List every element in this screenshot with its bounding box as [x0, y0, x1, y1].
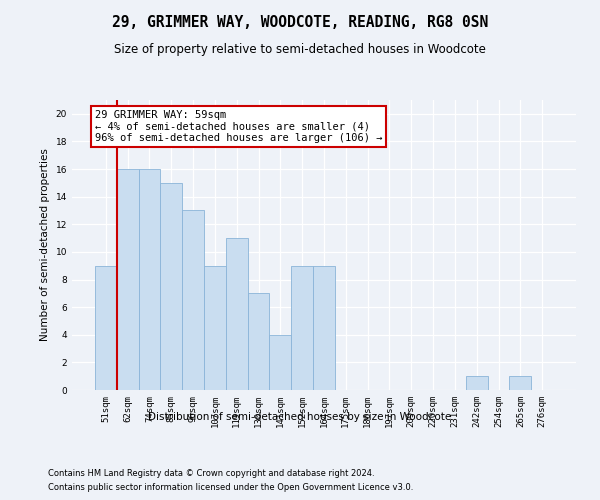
Bar — [226, 238, 248, 390]
Bar — [182, 210, 204, 390]
Text: Distribution of semi-detached houses by size in Woodcote: Distribution of semi-detached houses by … — [148, 412, 452, 422]
Text: Size of property relative to semi-detached houses in Woodcote: Size of property relative to semi-detach… — [114, 42, 486, 56]
Bar — [139, 169, 160, 390]
Bar — [95, 266, 117, 390]
Bar — [269, 335, 291, 390]
Text: Contains public sector information licensed under the Open Government Licence v3: Contains public sector information licen… — [48, 484, 413, 492]
Bar — [509, 376, 531, 390]
Bar — [466, 376, 488, 390]
Bar — [204, 266, 226, 390]
Bar — [248, 294, 269, 390]
Bar — [313, 266, 335, 390]
Bar — [291, 266, 313, 390]
Bar — [160, 183, 182, 390]
Text: 29, GRIMMER WAY, WOODCOTE, READING, RG8 0SN: 29, GRIMMER WAY, WOODCOTE, READING, RG8 … — [112, 15, 488, 30]
Text: 29 GRIMMER WAY: 59sqm
← 4% of semi-detached houses are smaller (4)
96% of semi-d: 29 GRIMMER WAY: 59sqm ← 4% of semi-detac… — [95, 110, 382, 143]
Y-axis label: Number of semi-detached properties: Number of semi-detached properties — [40, 148, 50, 342]
Bar — [117, 169, 139, 390]
Text: Contains HM Land Registry data © Crown copyright and database right 2024.: Contains HM Land Registry data © Crown c… — [48, 468, 374, 477]
